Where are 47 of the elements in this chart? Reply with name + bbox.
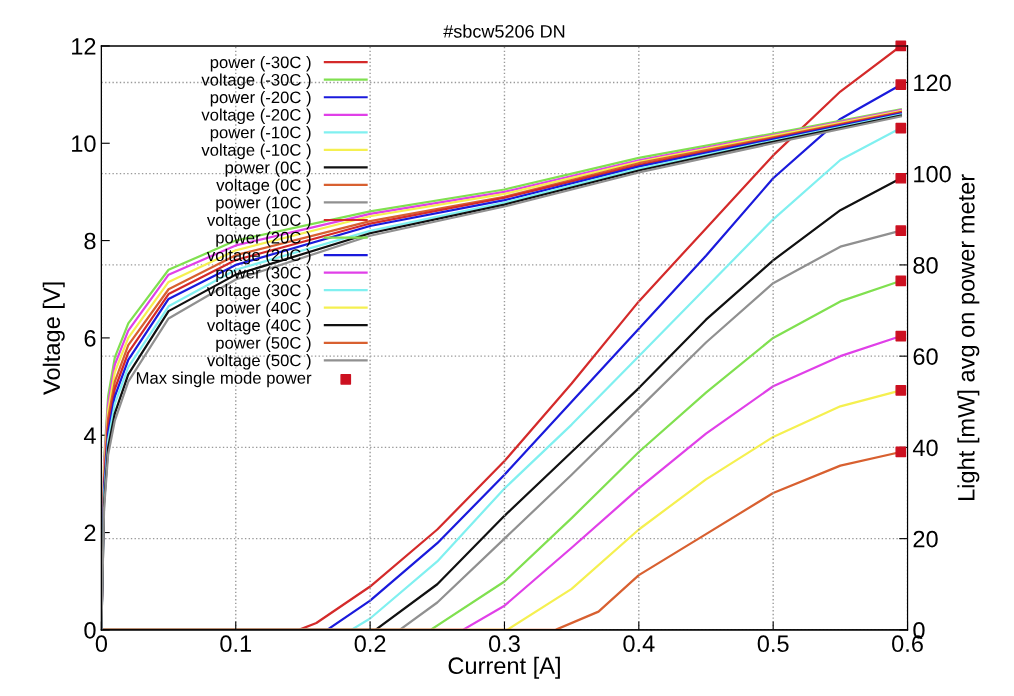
legend-label: voltage (30C ) <box>206 283 311 300</box>
legend-label: power (40C ) <box>216 301 311 317</box>
y2-tick-label: 60 <box>913 348 938 365</box>
x-tick-label: 0 <box>95 635 108 653</box>
legend-label: voltage (-20C ) <box>201 108 311 125</box>
legend-label: Max single mode power <box>136 371 312 388</box>
legend-label: power (-30C ) <box>210 55 311 72</box>
y-tick-label: 8 <box>84 232 96 250</box>
x-axis-title: Current [A] <box>448 656 560 679</box>
legend-label: voltage (-30C ) <box>201 73 311 90</box>
point <box>895 122 907 134</box>
y-tick-label: 4 <box>83 427 96 444</box>
y2-tick-label: 20 <box>913 530 938 548</box>
x-tick-label: 0.1 <box>220 635 252 653</box>
point <box>895 385 907 396</box>
point <box>895 225 907 237</box>
legend-label: voltage (10C ) <box>206 213 311 230</box>
point <box>895 275 907 287</box>
y-tick-label: 12 <box>72 38 96 55</box>
y2-tick-label: 100 <box>914 165 951 183</box>
y2-axis-title: Light [mW] avg on power meter <box>957 174 980 500</box>
x-tick-label: 0.3 <box>488 635 520 653</box>
y-tick-label: 0 <box>84 621 96 639</box>
x-tick-label: 0.2 <box>354 635 386 653</box>
legend-label: power (50C ) <box>216 336 311 353</box>
y2-tick-label: 120 <box>914 74 951 92</box>
legend-label: power (-10C ) <box>210 126 311 142</box>
y2-tick-label: 80 <box>913 256 938 274</box>
legend-label: power (10C ) <box>216 196 311 212</box>
point <box>895 172 907 184</box>
legend-label: voltage (50C ) <box>206 354 311 370</box>
point <box>895 79 907 91</box>
y-axis-title: Voltage [V] <box>42 282 65 395</box>
chart-title: #sbcw5206 DN <box>443 24 565 38</box>
point <box>895 330 907 342</box>
legend-label: voltage (-10C ) <box>201 143 311 160</box>
y2-tick-label: 40 <box>912 439 938 457</box>
x-tick-label: 0.4 <box>623 635 655 653</box>
y-tick-label: 2 <box>84 524 96 542</box>
x-tick-label: 0.5 <box>757 635 789 653</box>
legend-label: power (0C ) <box>225 161 311 177</box>
legend-label: voltage (40C ) <box>206 318 311 335</box>
y-tick-label: 6 <box>84 329 96 347</box>
legend-label: power (-20C ) <box>210 91 311 107</box>
point <box>895 446 907 458</box>
y-tick-label: 10 <box>72 135 96 153</box>
legend-label: voltage (0C ) <box>216 178 311 195</box>
